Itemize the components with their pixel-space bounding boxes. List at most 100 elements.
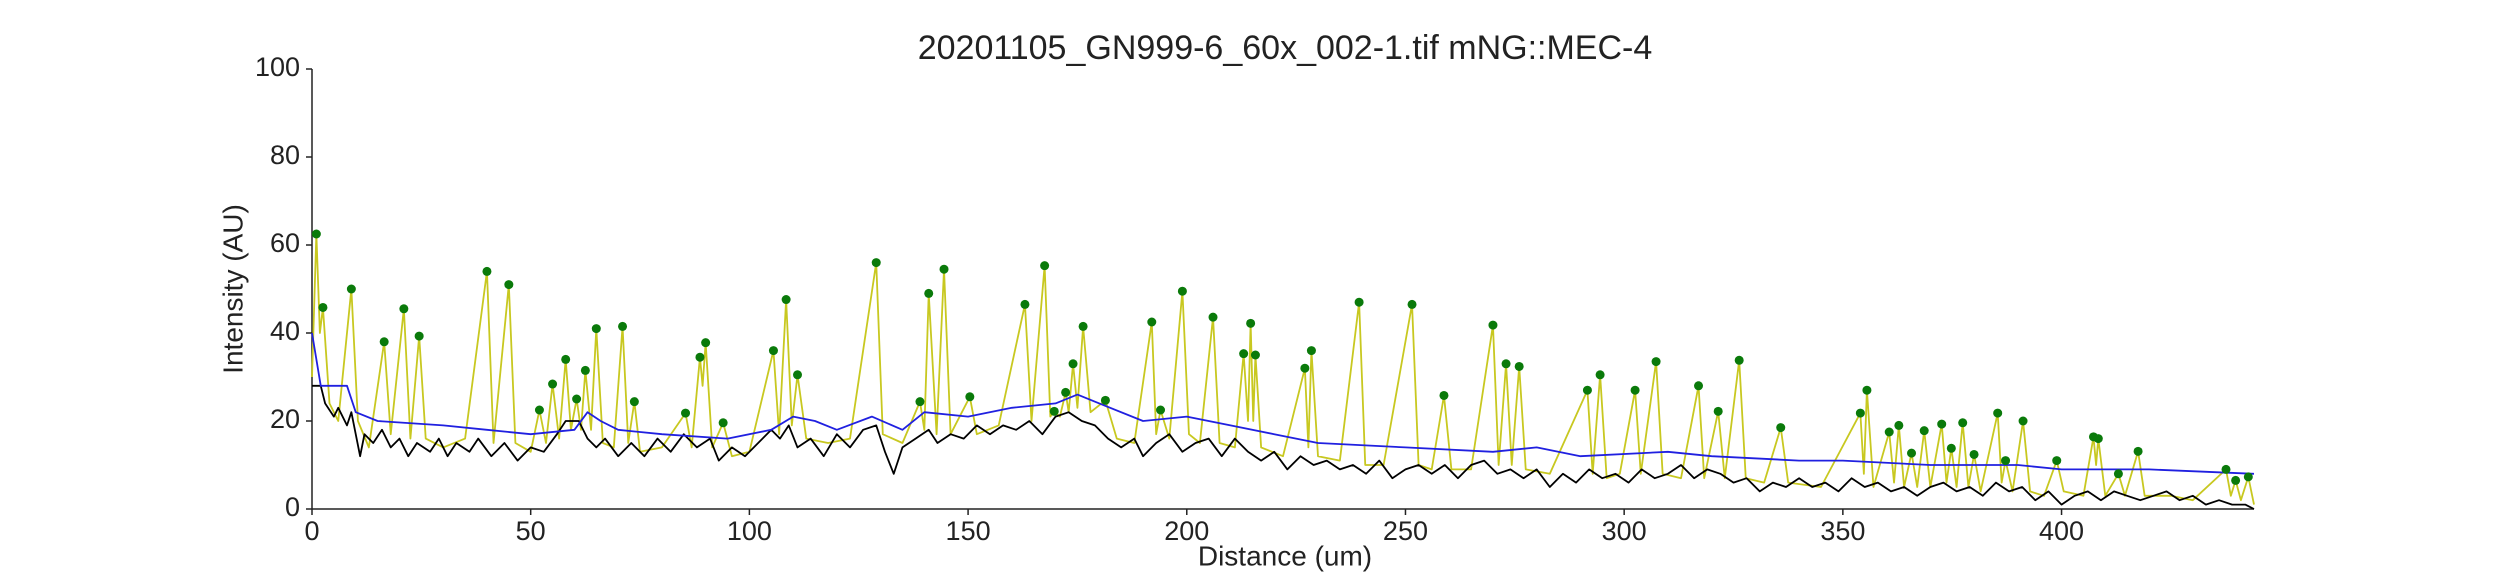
peak-marker xyxy=(2113,469,2123,479)
peak-marker xyxy=(618,321,628,331)
peak-marker xyxy=(1488,320,1498,330)
peak-marker xyxy=(924,288,934,298)
peak-marker xyxy=(793,370,802,380)
plot-area: 0 20 40 60 80 100 0 50 100 150 200 250 300 350 400 xyxy=(255,52,2255,546)
peak-marker xyxy=(504,280,514,290)
peak-marker xyxy=(1208,312,1218,322)
peak-marker xyxy=(1156,405,1166,415)
peak-marker xyxy=(681,408,691,418)
peak-marker xyxy=(572,394,582,404)
peak-marker xyxy=(939,264,949,274)
peak-marker xyxy=(2018,416,2028,426)
peak-marker xyxy=(1958,418,1968,428)
x-tick-label: 200 xyxy=(1164,516,1209,546)
peak-marker xyxy=(915,397,925,407)
peak-marker xyxy=(1100,395,1110,405)
x-tick-label: 300 xyxy=(1602,516,1647,546)
peak-marker xyxy=(379,337,389,347)
series-line xyxy=(312,384,2255,510)
peak-marker xyxy=(591,324,601,334)
peak-marker xyxy=(768,346,778,356)
peak-marker xyxy=(2221,464,2231,474)
peak-marker xyxy=(1306,346,1316,356)
peak-marker xyxy=(1993,408,2003,418)
peak-marker xyxy=(2231,475,2241,485)
chart-title: 20201105_GN999-6_60x_002-1.tif mNG::MEC-… xyxy=(918,29,1653,67)
peak-marker xyxy=(781,295,791,305)
y-axis-label: Intensity (AU) xyxy=(217,204,248,374)
peak-marker xyxy=(1776,423,1786,433)
peak-marker xyxy=(718,418,728,428)
peak-marker xyxy=(1078,321,1088,331)
peak-marker xyxy=(2133,446,2143,456)
peak-marker xyxy=(561,354,571,364)
peak-marker xyxy=(1894,420,1904,430)
peak-marker xyxy=(1239,349,1249,359)
peak-marker xyxy=(2052,456,2062,466)
peak-marker xyxy=(1514,361,1524,371)
series-line xyxy=(311,233,2255,505)
peak-marker xyxy=(1250,350,1260,360)
x-tick-label: 50 xyxy=(516,516,546,546)
peak-marker xyxy=(629,397,639,407)
x-tick-label: 150 xyxy=(946,516,991,546)
y-tick-label: 100 xyxy=(255,52,300,82)
peak-marker xyxy=(1407,299,1417,309)
y-tick-label: 0 xyxy=(285,492,300,522)
peak-marker xyxy=(1068,359,1078,369)
peak-marker xyxy=(548,379,558,389)
peak-marker xyxy=(1595,370,1605,380)
peak-marker xyxy=(1651,357,1661,367)
series-line xyxy=(311,332,2255,475)
peak-marker xyxy=(1061,387,1071,397)
peak-marker xyxy=(1177,286,1187,296)
peak-marker xyxy=(1734,355,1744,365)
peak-marker xyxy=(399,304,409,314)
peak-marker xyxy=(1300,363,1310,373)
peak-marker xyxy=(1630,385,1640,395)
peak-marker xyxy=(871,258,881,268)
peak-marker xyxy=(311,229,321,239)
peak-marker xyxy=(2001,456,2011,466)
peak-marker xyxy=(1040,261,1050,271)
peak-marker xyxy=(701,338,711,348)
peak-marker xyxy=(1049,406,1059,416)
peak-marker xyxy=(1919,426,1929,436)
peak-marker xyxy=(1946,443,1956,453)
x-tick-label: 350 xyxy=(1820,516,1865,546)
peak-marker xyxy=(414,331,424,341)
peak-marker xyxy=(1439,390,1449,400)
x-axis-label: Distance (um) xyxy=(1198,540,1372,571)
peak-marker xyxy=(965,392,975,402)
peak-marker xyxy=(1246,318,1256,328)
peak-marker xyxy=(1354,297,1364,307)
peak-marker xyxy=(1969,449,1979,459)
peak-marker xyxy=(2093,434,2103,444)
peak-marker xyxy=(482,266,492,276)
peak-marker xyxy=(2243,472,2253,482)
peak-marker xyxy=(1694,381,1704,391)
peak-marker xyxy=(1907,448,1917,458)
peak-marker xyxy=(1862,385,1872,395)
peak-marker xyxy=(318,302,328,312)
peak-marker xyxy=(1713,406,1723,416)
peak-marker xyxy=(534,405,544,415)
peak-marker xyxy=(580,365,590,375)
y-tick-label: 40 xyxy=(270,316,300,346)
x-tick-label: 250 xyxy=(1383,516,1428,546)
peak-marker xyxy=(1937,419,1947,429)
peak-marker xyxy=(695,352,705,362)
peak-marker xyxy=(1147,317,1157,327)
x-tick-label: 0 xyxy=(304,516,319,546)
peak-marker xyxy=(1020,299,1030,309)
x-tick-label: 100 xyxy=(727,516,772,546)
y-tick-label: 60 xyxy=(270,228,300,258)
peak-marker xyxy=(1582,385,1592,395)
peak-marker xyxy=(1501,359,1511,369)
peak-marker xyxy=(1884,427,1894,437)
y-tick-label: 20 xyxy=(270,404,300,434)
peak-marker xyxy=(346,284,356,294)
peak-marker xyxy=(1855,408,1865,418)
x-tick-label: 400 xyxy=(2039,516,2084,546)
